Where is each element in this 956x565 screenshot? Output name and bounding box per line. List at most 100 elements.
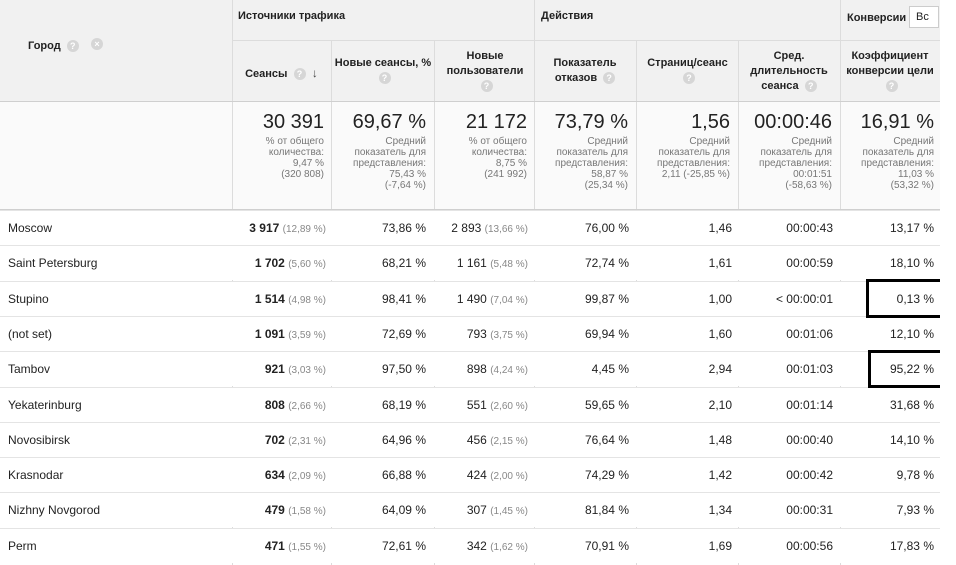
table-row[interactable]: Saint Petersburg 1 702 (5,60 %) 68,21 % 1 1… — [0, 245, 940, 281]
new-sessions-cell: 98,41 % — [381, 291, 426, 306]
help-icon[interactable]: ? — [66, 40, 79, 53]
sessions-cell: 1 091 (3,59 %) — [254, 326, 326, 341]
table-row[interactable]: Krasnodar 634 (2,09 %) 66,88 % 424 (2,00 %)… — [0, 457, 940, 493]
city-link[interactable]: Moscow — [8, 221, 53, 235]
total-pages-per-session: 1,56 — [691, 111, 730, 133]
total-new-users-sub: % от общего количества: 8,75 % (241 992) — [468, 136, 527, 180]
total-bounce-rate: 73,79 % — [554, 111, 628, 133]
city-link[interactable]: Tambov — [8, 362, 51, 377]
city-link[interactable]: Krasnodar — [8, 468, 64, 483]
highlight-box-tambov-conversion — [868, 350, 948, 388]
goal-conversion-cell: 14,10 % — [889, 432, 934, 447]
table-row[interactable]: Stupino 1 514 (4,98 %) 98,41 % 1 490 (7,04 … — [0, 280, 940, 316]
pages-per-session-cell: 1,34 — [708, 503, 732, 518]
goal-conversion-cell: 9,78 % — [896, 468, 934, 483]
table-row[interactable]: Tambov 921 (3,03 %) 97,50 % 898 (4,24 %) 4,4… — [0, 351, 940, 387]
col-header-goal-conversion[interactable]: Коэффициент конверсии цели ? — [846, 50, 934, 93]
help-icon[interactable]: ? — [378, 72, 391, 85]
avg-duration-cell: 00:00:40 — [786, 432, 833, 447]
avg-duration-cell: 00:01:06 — [786, 326, 833, 341]
help-icon[interactable]: ? — [293, 68, 306, 81]
new-sessions-cell: 66,88 % — [381, 468, 426, 483]
table-row[interactable]: (not set) 1 091 (3,59 %) 72,69 % 793 (3,75 … — [0, 315, 940, 351]
city-link[interactable]: Novosibirsk — [8, 432, 71, 447]
city-link[interactable]: Yekaterinburg — [8, 397, 82, 412]
city-link[interactable]: Stupino — [8, 291, 49, 306]
avg-duration-cell: 00:00:42 — [786, 468, 833, 483]
sessions-cell: 702 (2,31 %) — [264, 432, 326, 447]
col-header-sessions[interactable]: Сеансы ? ↓ — [245, 66, 318, 81]
total-new-sessions: 69,67 % — [352, 111, 426, 133]
col-header-avg-duration[interactable]: Сред. длительность сеанса ? — [750, 50, 828, 93]
col-header-pages-per-session[interactable]: Страниц/сеанс ? — [647, 57, 728, 85]
col-header-bounce-rate[interactable]: Показатель отказов ? — [553, 57, 617, 85]
avg-duration-cell: 00:00:56 — [786, 538, 833, 553]
new-sessions-cell: 97,50 % — [381, 362, 426, 377]
group-conversions: Конверсии — [847, 12, 907, 24]
pages-per-session-cell: 1,61 — [708, 256, 732, 271]
city-link[interactable]: Perm — [8, 538, 37, 553]
city-column-header[interactable]: Город ? — [28, 40, 79, 53]
total-sessions-sub: % от общего количества: 9,47 % (320 808) — [265, 136, 324, 180]
table-row[interactable]: Novosibirsk 702 (2,31 %) 64,96 % 456 (2,15 … — [0, 421, 940, 457]
table-row[interactable]: Moscow 3 917 (12,89 %) 73,86 % 2 893 (13,66… — [0, 210, 940, 245]
avg-duration-cell: 00:00:31 — [786, 503, 833, 518]
total-goal-conversion: 16,91 % — [860, 111, 934, 133]
sessions-cell: 3 917 (12,89 %) — [249, 221, 326, 235]
city-link[interactable]: (not set) — [8, 326, 53, 341]
sessions-cell: 471 (1,55 %) — [264, 538, 326, 553]
bounce-rate-cell: 4,45 % — [591, 362, 629, 377]
new-sessions-cell: 64,96 % — [381, 432, 426, 447]
bounce-rate-cell: 74,29 % — [584, 468, 629, 483]
sessions-cell: 1 514 (4,98 %) — [254, 291, 326, 306]
avg-duration-cell: < 00:00:01 — [775, 291, 833, 306]
total-avg-duration-sub: Средний показатель для представления: 00:01… — [759, 136, 832, 191]
bounce-rate-cell: 72,74 % — [584, 256, 629, 271]
table-row[interactable]: Yekaterinburg 808 (2,66 %) 68,19 % 551 (2,6… — [0, 386, 940, 422]
pages-per-session-cell: 2,94 — [708, 362, 732, 377]
pages-per-session-cell: 2,10 — [708, 397, 732, 412]
col-header-new-users[interactable]: Новые пользователи ? — [446, 50, 524, 93]
help-icon[interactable]: ? — [480, 80, 493, 93]
pages-per-session-cell: 1,46 — [708, 221, 732, 235]
new-sessions-cell: 73,86 % — [381, 221, 426, 235]
new-sessions-cell: 68,21 % — [381, 256, 426, 271]
goal-conversion-cell: 95,22 % — [889, 362, 934, 377]
sessions-cell: 1 702 (5,60 %) — [254, 256, 326, 271]
new-users-cell: 307 (1,45 %) — [466, 503, 528, 518]
city-link[interactable]: Nizhny Novgorod — [8, 503, 101, 518]
help-icon[interactable]: ? — [804, 80, 817, 93]
city-link[interactable]: Saint Petersburg — [8, 256, 98, 271]
conversion-select[interactable]: Вс — [909, 6, 939, 28]
sessions-cell: 808 (2,66 %) — [264, 397, 326, 412]
table-row[interactable]: Perm 471 (1,55 %) 72,61 % 342 (1,62 %) 70,91… — [0, 527, 940, 563]
total-bounce-rate-sub: Средний показатель для представления: 58,87… — [555, 136, 628, 191]
avg-duration-cell: 00:00:59 — [786, 256, 833, 271]
new-users-cell: 342 (1,62 %) — [466, 538, 528, 553]
goal-conversion-cell: 0,13 % — [896, 291, 934, 306]
pages-per-session-cell: 1,00 — [708, 291, 732, 306]
new-users-cell: 1 161 (5,48 %) — [456, 256, 528, 271]
highlight-box-stupino-conversion — [866, 279, 946, 318]
avg-duration-cell: 00:00:43 — [786, 221, 833, 235]
help-icon[interactable]: ? — [885, 80, 898, 93]
pages-per-session-cell: 1,42 — [708, 468, 732, 483]
bounce-rate-cell: 81,84 % — [584, 503, 629, 518]
sort-desc-icon[interactable]: ↓ — [308, 66, 318, 80]
table-row[interactable]: Nizhny Novgorod 479 (1,58 %) 64,09 % 307 (1… — [0, 492, 940, 528]
col-header-new-sessions[interactable]: Новые сеансы, % ? — [334, 57, 432, 85]
help-icon[interactable]: ? — [603, 72, 616, 85]
new-users-cell: 1 490 (7,04 %) — [456, 291, 528, 306]
remove-icon[interactable]: × — [91, 38, 103, 50]
help-icon[interactable]: ? — [683, 72, 695, 85]
total-avg-duration: 00:00:46 — [754, 111, 832, 133]
goal-conversion-cell: 13,17 % — [889, 221, 934, 235]
totals-row — [0, 102, 940, 209]
bounce-rate-cell: 76,64 % — [584, 432, 629, 447]
bounce-rate-cell: 76,00 % — [584, 221, 629, 235]
city-label: Город — [28, 40, 61, 52]
pages-per-session-cell: 1,48 — [708, 432, 732, 447]
total-new-users: 21 172 — [465, 111, 527, 133]
sessions-cell: 634 (2,09 %) — [264, 468, 326, 483]
sessions-cell: 921 (3,03 %) — [264, 362, 326, 377]
